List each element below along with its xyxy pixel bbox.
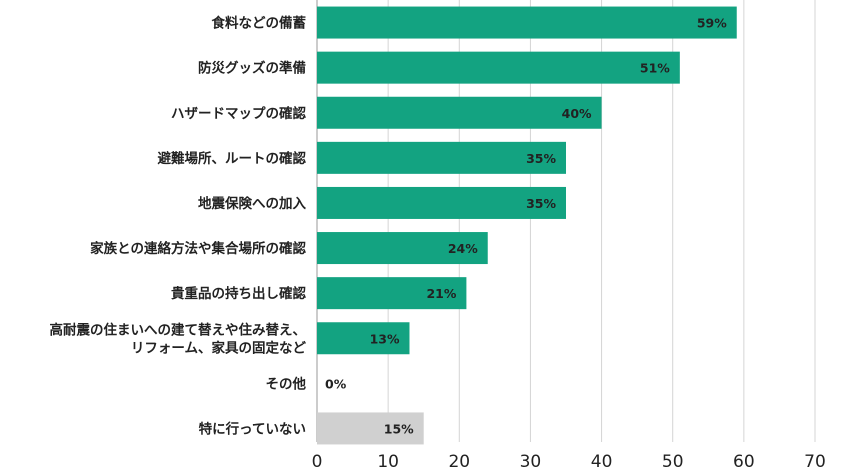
category-label-0: 食料などの備蓄 — [212, 15, 307, 32]
bar-6 — [317, 277, 467, 310]
x-tick-label-20: 20 — [448, 452, 470, 472]
x-tick-label-50: 50 — [662, 452, 684, 472]
x-tick-label-40: 40 — [591, 452, 613, 472]
category-label-3: 避難場所、ルートの確認 — [158, 150, 307, 167]
value-label-9: 15% — [384, 421, 414, 436]
value-label-2: 40% — [562, 106, 592, 121]
bar-4 — [317, 186, 566, 219]
bar-7 — [317, 322, 410, 355]
value-labels: 59% 51% 40% 35% 35% 24% 21% 13% 0% 15% — [325, 16, 727, 437]
category-label-7-line-0: 高耐震の住まいへの建て替えや住み替え、 — [50, 321, 307, 338]
x-axis-tick-labels: 0 10 20 30 40 50 60 70 — [312, 452, 826, 472]
category-label-2: ハザードマップの確認 — [171, 105, 306, 122]
category-label-7-line-1: リフォーム、家具の固定など — [131, 339, 307, 356]
bar-5 — [317, 232, 488, 265]
bar-2 — [317, 96, 602, 129]
x-tick-label-10: 10 — [377, 452, 399, 472]
category-label-8: その他 — [266, 375, 307, 392]
value-label-0: 59% — [697, 16, 727, 31]
value-label-8: 0% — [325, 376, 347, 391]
value-label-7: 13% — [370, 331, 400, 346]
value-label-6: 21% — [426, 286, 456, 301]
category-label-9: 特に行っていない — [199, 420, 306, 437]
category-labels: 食料などの備蓄防災グッズの準備ハザードマップの確認避難場所、ルートの確認地震保険… — [50, 15, 307, 438]
category-label-1: 防災グッズの準備 — [198, 60, 306, 77]
value-label-1: 51% — [640, 61, 670, 76]
category-label-4: 地震保険への加入 — [198, 195, 306, 212]
bar-3 — [317, 141, 566, 174]
bars — [317, 6, 737, 445]
value-label-3: 35% — [526, 151, 556, 166]
bar-0 — [317, 6, 737, 39]
value-label-4: 35% — [526, 196, 556, 211]
category-label-5: 家族との連絡方法や集合場所の確認 — [90, 240, 306, 257]
x-tick-label-60: 60 — [733, 452, 755, 472]
bar-1 — [317, 51, 680, 84]
x-tick-label-30: 30 — [520, 452, 542, 472]
bar-9 — [317, 412, 424, 445]
category-label-6: 貴重品の持ち出し確認 — [171, 285, 306, 302]
x-tick-label-70: 70 — [804, 452, 826, 472]
x-tick-label-0: 0 — [312, 452, 323, 472]
value-label-5: 24% — [448, 241, 478, 256]
